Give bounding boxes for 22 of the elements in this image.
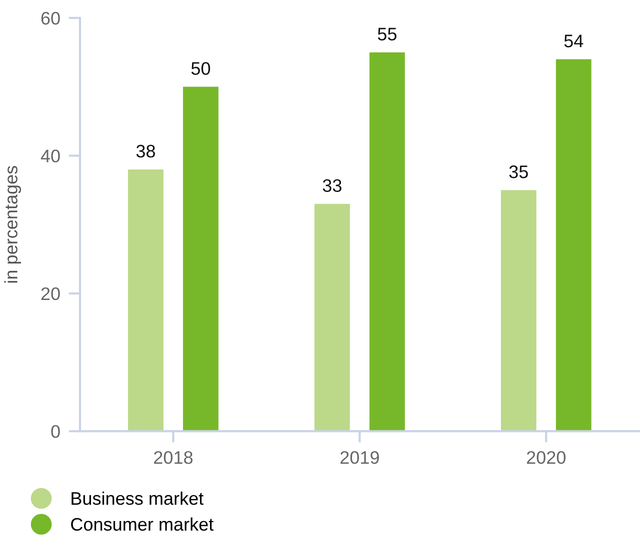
legend-label: Business market [72, 492, 204, 505]
y-tick-label: 0 [51, 425, 60, 438]
data-label: 33 [322, 179, 342, 192]
legend-label: Consumer market [71, 517, 214, 531]
bar [556, 59, 592, 432]
y-tick-label: 60 [41, 12, 60, 25]
y-tick-label: 40 [40, 150, 60, 162]
bar [500, 190, 536, 432]
bar [369, 52, 405, 432]
data-label: 35 [509, 165, 528, 178]
x-tick-label: 2018 [154, 451, 193, 464]
data-label: 50 [191, 62, 210, 75]
x-tick-label: 2019 [340, 451, 379, 464]
y-axis-title: in percentages [4, 166, 22, 283]
data-label: 54 [564, 34, 584, 48]
bar [183, 86, 218, 432]
data-label: 38 [136, 144, 155, 158]
bar [128, 169, 164, 432]
x-tick-label: 2020 [526, 451, 566, 464]
y-tick-label: 20 [41, 287, 60, 300]
data-label: 55 [378, 28, 396, 40]
bar [314, 204, 350, 432]
